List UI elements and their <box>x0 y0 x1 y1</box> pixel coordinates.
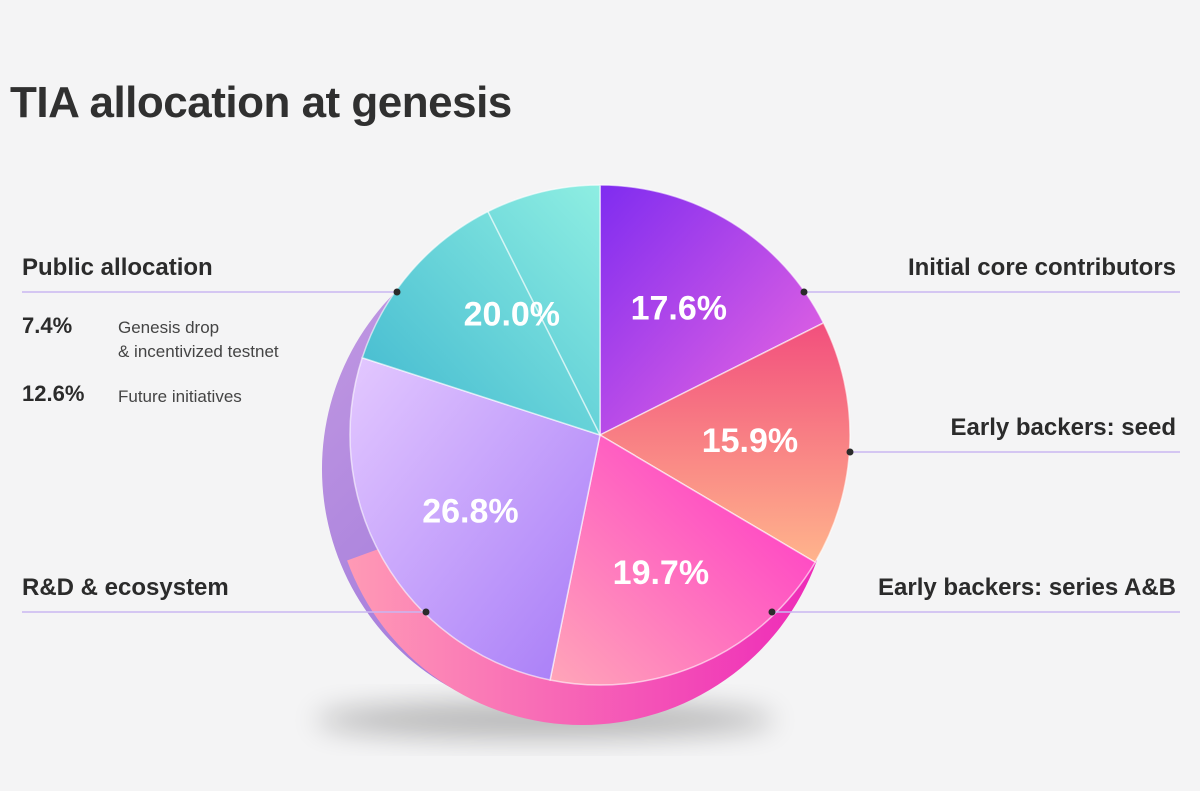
chart-title: TIA allocation at genesis <box>10 78 512 127</box>
value-early-backers-seed: 15.9% <box>702 422 798 460</box>
label-initial-core-contributors: Initial core contributors <box>907 254 1176 281</box>
slice-early-backers-seed <box>598 321 851 564</box>
slice-public-allocation <box>361 184 601 437</box>
leader-dot <box>800 288 808 296</box>
pie-slices <box>349 184 851 686</box>
label-rd-ecosystem: R&D & ecosystem <box>22 574 229 601</box>
slice-early-backers-series-ab <box>549 433 817 686</box>
public-allocation-split-line <box>487 211 601 436</box>
leader-dot <box>393 288 401 296</box>
value-early-backers-series-ab: 19.7% <box>613 554 709 592</box>
value-public-allocation: 20.0% <box>464 296 560 334</box>
value-initial-core-contributors: 17.6% <box>631 289 727 327</box>
value-labels: 17.6% 15.9% 19.7% 26.8% 20.0% <box>422 289 798 592</box>
leader-dot <box>846 448 854 456</box>
slice-rd-ecosystem <box>349 356 601 681</box>
breakdown-future-pct: 12.6% <box>22 381 85 406</box>
label-early-backers-series-ab: Early backers: series A&B <box>878 574 1176 601</box>
breakdown-genesis-pct: 7.4% <box>22 313 73 338</box>
slice-initial-core-contributors <box>599 184 825 437</box>
value-rd-ecosystem: 26.8% <box>422 493 518 531</box>
label-early-backers-seed: Early backers: seed <box>950 414 1176 441</box>
breakdown-future-text: Future initiatives <box>118 387 242 406</box>
breakdown-genesis-text-2: & incentivized testnet <box>118 342 279 361</box>
leader-lines <box>22 288 1180 616</box>
leader-dot <box>422 608 430 616</box>
breakdown-genesis-text-1: Genesis drop <box>118 318 220 337</box>
leader-dot <box>768 608 776 616</box>
label-public-allocation: Public allocation <box>22 254 213 281</box>
